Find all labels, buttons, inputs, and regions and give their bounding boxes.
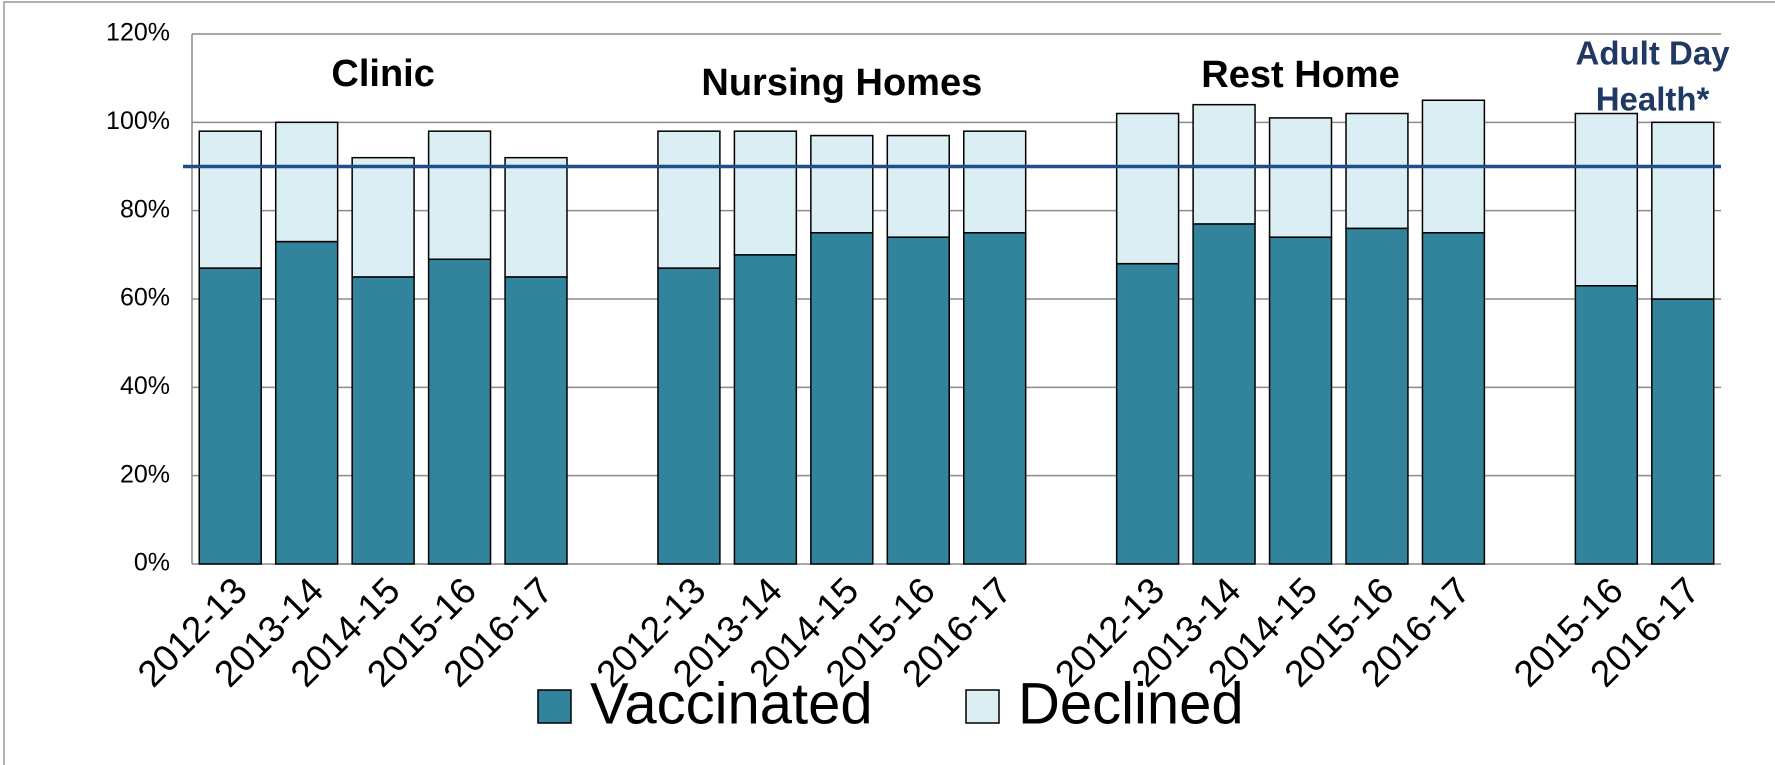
bar-segment bbox=[198, 130, 262, 269]
bar-segment bbox=[1574, 112, 1639, 287]
bar-segment bbox=[1192, 223, 1256, 565]
bar-segment bbox=[886, 236, 950, 565]
bar-segment bbox=[963, 130, 1027, 234]
bar-segment bbox=[504, 156, 568, 278]
bar-segment bbox=[1421, 232, 1486, 565]
legend-swatch bbox=[537, 689, 572, 724]
bar-segment bbox=[963, 232, 1027, 565]
group-label: Clinic bbox=[331, 53, 434, 95]
frame bbox=[3, 1, 1775, 765]
legend-label: Declined bbox=[1018, 671, 1244, 736]
y-tick-label: 0% bbox=[134, 549, 170, 577]
bar-segment bbox=[1574, 285, 1639, 565]
bar-segment bbox=[198, 267, 262, 565]
bar-segment bbox=[1192, 103, 1256, 225]
bar-segment bbox=[733, 130, 798, 256]
y-tick-label: 40% bbox=[120, 372, 170, 400]
bar-segment bbox=[274, 121, 339, 243]
bar-segment bbox=[1651, 121, 1715, 300]
bar-segment bbox=[657, 267, 721, 565]
bar-segment bbox=[657, 130, 721, 269]
bar-segment bbox=[274, 240, 339, 565]
bar-segment bbox=[810, 232, 874, 565]
group-label: Adult Day bbox=[1576, 35, 1731, 72]
bar-segment bbox=[1115, 112, 1180, 265]
y-tick-label: 20% bbox=[120, 460, 170, 488]
bar-segment bbox=[351, 276, 415, 565]
bar-segment bbox=[1268, 117, 1333, 238]
bar-segment bbox=[1268, 236, 1333, 565]
bar-segment bbox=[504, 276, 568, 565]
group-label: Health* bbox=[1596, 81, 1710, 118]
legend-swatch bbox=[965, 689, 1000, 724]
bar-segment bbox=[1115, 262, 1180, 565]
bar-segment bbox=[810, 134, 874, 234]
bar-segment bbox=[1651, 298, 1715, 565]
y-tick-label: 80% bbox=[120, 195, 170, 223]
y-tick-label: 60% bbox=[120, 284, 170, 312]
bar-segment bbox=[1345, 112, 1409, 230]
legend-label: Vaccinated bbox=[590, 671, 873, 736]
bar-segment bbox=[427, 258, 492, 565]
bar-segment bbox=[886, 134, 950, 238]
bar-segment bbox=[351, 156, 415, 278]
bar-segment bbox=[733, 254, 798, 565]
group-label: Nursing Homes bbox=[701, 62, 982, 104]
bar-segment bbox=[1345, 227, 1409, 565]
y-tick-label: 100% bbox=[106, 107, 170, 135]
group-label: Rest Home bbox=[1201, 54, 1400, 96]
bar-segment bbox=[427, 130, 492, 260]
y-tick-label: 120% bbox=[106, 19, 170, 47]
